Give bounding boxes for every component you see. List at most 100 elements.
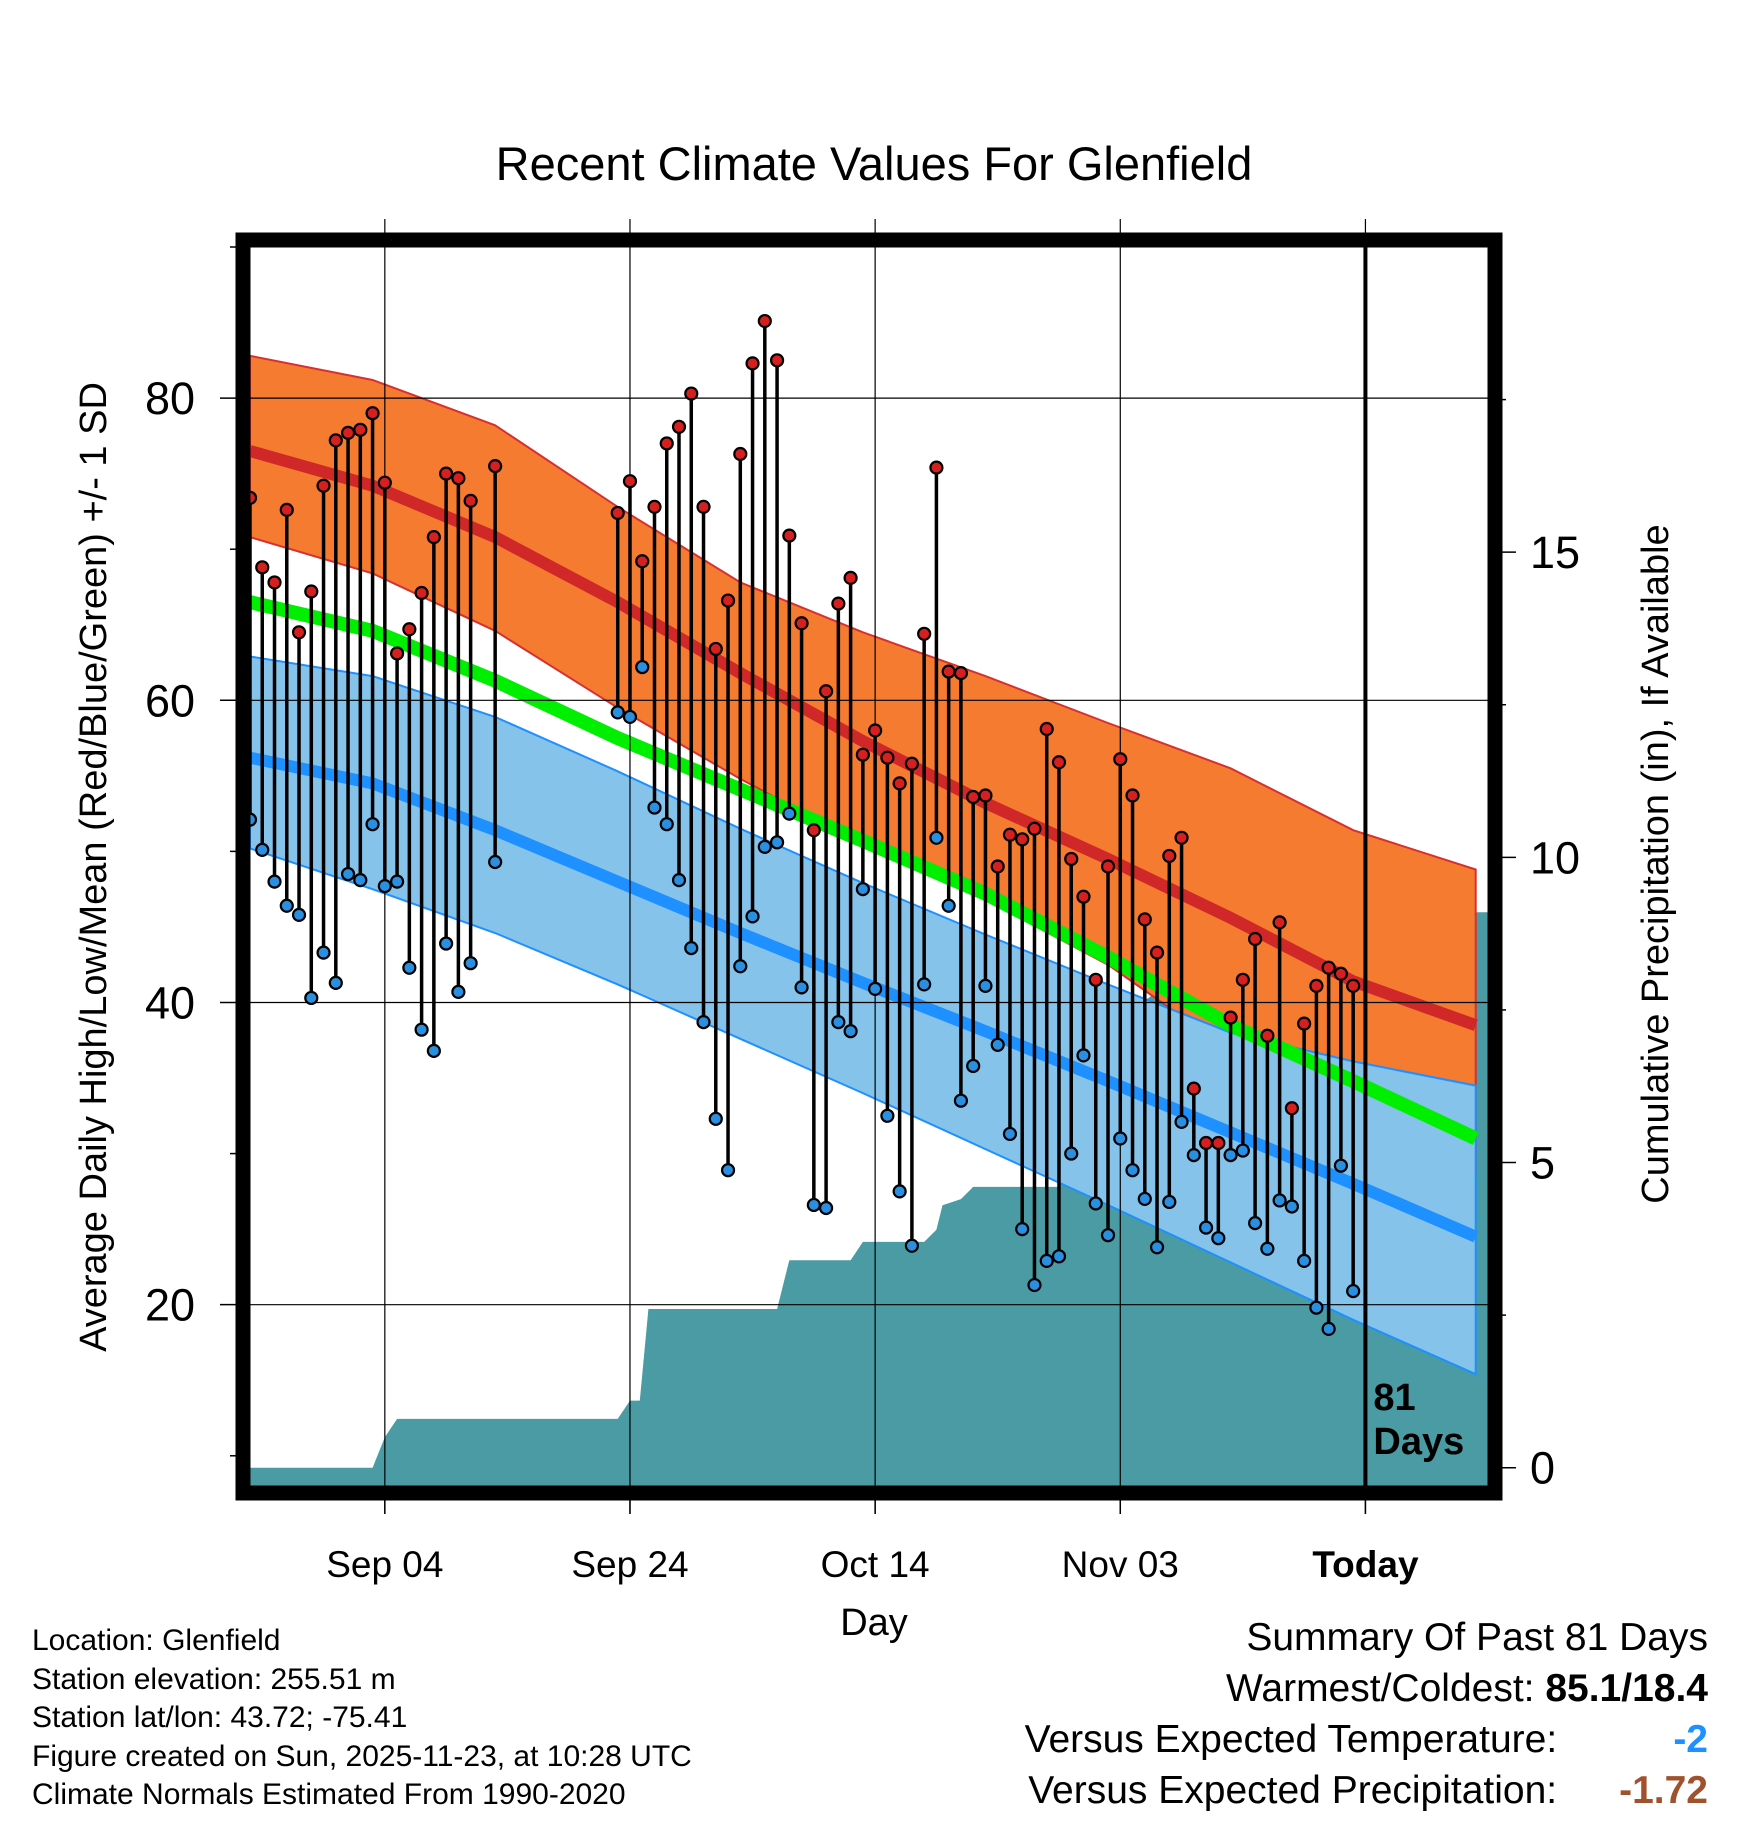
daily-low-point: [1211, 1231, 1226, 1246]
daily-low-point: [1321, 1321, 1336, 1336]
daily-low-point: [316, 945, 331, 960]
y2-tick-label: 0: [1530, 1443, 1555, 1494]
daily-low-point: [451, 984, 466, 1000]
daily-low-point: [806, 1197, 821, 1213]
x-tick-label: Today: [1312, 1544, 1419, 1585]
normals-period-text: Climate Normals Estimated From 1990-2020: [32, 1778, 626, 1811]
daily-high-point: [1260, 1028, 1275, 1043]
x-axis-label: Day: [840, 1602, 908, 1644]
daily-high-point: [684, 386, 699, 401]
daily-high-point: [439, 466, 454, 481]
daily-low-point: [880, 1108, 895, 1123]
daily-high-point: [1076, 889, 1091, 904]
daily-low-point: [1186, 1147, 1201, 1163]
daily-low-point: [990, 1037, 1005, 1052]
daily-high-point: [1125, 788, 1140, 803]
y2-tick-label: 15: [1530, 527, 1580, 578]
daily-high-point: [365, 406, 380, 421]
daily-high-point: [769, 353, 785, 368]
daily-high-point: [635, 554, 650, 569]
daily-low-point: [1076, 1048, 1091, 1063]
daily-low-point: [1309, 1300, 1324, 1315]
daily-low-point: [659, 817, 674, 832]
daily-high-point: [377, 475, 392, 490]
temp-anomaly-value: -2: [1673, 1718, 1708, 1761]
daily-low-point: [966, 1058, 981, 1074]
created-text: Figure created on Sun, 2025-11-23, at 10…: [32, 1739, 692, 1773]
precip-anomaly-label: Versus Expected Precipitation:: [1028, 1769, 1558, 1812]
daily-high-point: [978, 788, 993, 803]
daily-low-point: [671, 872, 687, 888]
plot-frame: [235, 232, 1503, 1501]
daily-low-point: [720, 1163, 736, 1178]
y-tick-label: 80: [145, 373, 195, 424]
daily-high-point: [671, 419, 687, 434]
daily-low-point: [868, 981, 883, 996]
daily-high-point: [990, 859, 1005, 874]
daily-low-point: [978, 978, 993, 993]
daily-high-point: [328, 433, 343, 448]
daily-high-point: [1235, 972, 1250, 987]
precip-anomaly-value: -1.72: [1619, 1769, 1708, 1812]
daily-high-point: [917, 626, 932, 641]
daily-low-point: [635, 659, 650, 675]
daily-low-point: [340, 866, 356, 882]
daily-high-point: [1333, 966, 1349, 981]
station-info: Location: Glenfield Station elevation: 2…: [32, 1622, 692, 1815]
daily-low-point: [1297, 1253, 1312, 1268]
daily-low-point: [696, 1015, 711, 1030]
warmest-coldest-row: Warmest/Coldest: 85.1/18.4: [1025, 1663, 1708, 1714]
daily-low-point: [892, 1184, 907, 1199]
latlon-text: Station lat/lon: 43.72; -75.41: [32, 1701, 408, 1734]
elevation-text: Station elevation: 255.51 m: [32, 1662, 396, 1696]
daily-high-point: [659, 436, 674, 451]
daily-high-point: [1284, 1101, 1299, 1116]
daily-low-point: [1149, 1240, 1165, 1255]
daily-low-point: [1284, 1199, 1299, 1214]
daily-high-point: [1137, 912, 1152, 927]
daily-high-point: [1051, 755, 1067, 770]
daily-low-point: [684, 940, 699, 956]
y-axis-label: Average Daily High/Low/Mean (Red/Blue/Gr…: [73, 382, 115, 1352]
high-mean-line: [250, 445, 1478, 1031]
daily-high-point: [745, 356, 760, 371]
daily-low-point: [1100, 1228, 1116, 1243]
daily-high-point: [720, 593, 736, 608]
x-tick-label: Nov 03: [1062, 1544, 1179, 1585]
low-mean-line: [250, 751, 1479, 1243]
daily-high-point: [463, 493, 478, 508]
daily-high-point: [1100, 859, 1116, 874]
daily-low-point: [1333, 1158, 1349, 1173]
daily-low-point: [818, 1200, 834, 1216]
daily-high-point: [880, 750, 895, 765]
daily-low-point: [953, 1093, 969, 1108]
daily-low-point: [1346, 1283, 1361, 1299]
daily-low-point: [622, 709, 638, 725]
daily-high-point: [1211, 1135, 1226, 1151]
daily-high-point: [340, 425, 356, 440]
daily-high-point: [353, 422, 368, 437]
warmest-coldest-label: Warmest/Coldest:: [1226, 1667, 1535, 1710]
daily-low-point: [1027, 1277, 1042, 1293]
daily-high-point: [1297, 1016, 1312, 1031]
daily-low-point: [1051, 1249, 1067, 1264]
daily-high-point: [1346, 978, 1361, 993]
daily-high-point: [818, 684, 834, 699]
daily-low-point: [267, 874, 282, 889]
daily-low-point: [1125, 1163, 1140, 1178]
daily-low-point: [439, 936, 454, 951]
daily-low-point: [1174, 1114, 1189, 1129]
daily-high-point: [953, 665, 969, 681]
daily-low-point: [745, 909, 760, 924]
daily-high-point: [757, 313, 772, 329]
daily-low-point: [353, 872, 368, 888]
daily-low-point: [647, 800, 662, 815]
daily-low-point: [733, 959, 748, 974]
daily-low-point: [1064, 1146, 1079, 1161]
daily-low-point: [831, 1015, 846, 1030]
daily-low-point: [843, 1024, 858, 1039]
daily-low-point: [782, 806, 797, 821]
daily-low-point: [941, 898, 956, 913]
y-tick-label: 40: [145, 977, 195, 1028]
